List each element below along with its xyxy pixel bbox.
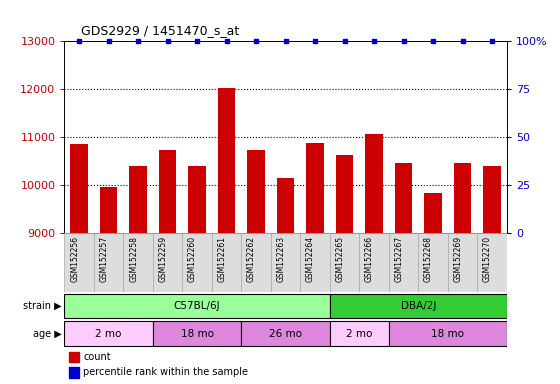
Text: 18 mo: 18 mo [431, 329, 464, 339]
Point [428, 38, 437, 44]
Bar [448, 233, 477, 292]
Bar [477, 233, 507, 292]
Bar [365, 134, 383, 233]
Point [488, 38, 497, 44]
Bar [424, 193, 442, 233]
Text: GDS2929 / 1451470_s_at: GDS2929 / 1451470_s_at [81, 24, 240, 37]
Text: GSM152260: GSM152260 [188, 236, 197, 282]
Text: GSM152269: GSM152269 [454, 236, 463, 282]
Text: GSM152262: GSM152262 [247, 236, 256, 282]
Bar [330, 233, 360, 292]
Bar [64, 321, 153, 346]
Point [163, 38, 172, 44]
Point [74, 38, 83, 44]
Point [340, 38, 349, 44]
Point [458, 38, 467, 44]
Bar [129, 167, 147, 233]
Bar [306, 143, 324, 233]
Bar [336, 155, 353, 233]
Point [193, 38, 202, 44]
Bar [360, 233, 389, 292]
Point [281, 38, 290, 44]
Bar [389, 321, 507, 346]
Bar [64, 233, 94, 292]
Bar [71, 144, 88, 233]
Bar [64, 294, 330, 318]
Bar [418, 233, 448, 292]
Point [370, 38, 379, 44]
Bar [212, 233, 241, 292]
Text: GSM152264: GSM152264 [306, 236, 315, 282]
Text: 2 mo: 2 mo [346, 329, 372, 339]
Text: GSM152259: GSM152259 [158, 236, 167, 282]
Point [134, 38, 143, 44]
Bar [188, 167, 206, 233]
Text: GSM152258: GSM152258 [129, 236, 138, 282]
Text: percentile rank within the sample: percentile rank within the sample [83, 367, 249, 377]
Point [222, 38, 231, 44]
Text: GSM152256: GSM152256 [70, 236, 79, 282]
Text: age ▶: age ▶ [33, 329, 62, 339]
Bar [277, 177, 295, 233]
Text: GSM152265: GSM152265 [335, 236, 344, 282]
Bar [123, 233, 153, 292]
Text: 18 mo: 18 mo [181, 329, 213, 339]
Bar [248, 150, 265, 233]
Bar [94, 233, 123, 292]
Text: DBA/2J: DBA/2J [400, 301, 436, 311]
Bar [241, 233, 271, 292]
Text: GSM152257: GSM152257 [100, 236, 109, 282]
Text: C57BL/6J: C57BL/6J [174, 301, 221, 311]
Bar [330, 321, 389, 346]
Point [311, 38, 320, 44]
Text: 2 mo: 2 mo [95, 329, 122, 339]
Bar [271, 233, 300, 292]
Text: strain ▶: strain ▶ [23, 301, 62, 311]
Text: GSM152267: GSM152267 [395, 236, 404, 282]
Text: GSM152263: GSM152263 [277, 236, 286, 282]
Bar [183, 233, 212, 292]
Bar [454, 163, 472, 233]
Bar [483, 167, 501, 233]
Bar [153, 321, 241, 346]
Bar [300, 233, 330, 292]
Text: GSM152268: GSM152268 [424, 236, 433, 282]
Bar [241, 321, 330, 346]
Bar [153, 233, 183, 292]
Bar [69, 367, 78, 377]
Point [104, 38, 113, 44]
Text: count: count [83, 352, 111, 362]
Bar [389, 233, 418, 292]
Bar [100, 187, 118, 233]
Text: GSM152270: GSM152270 [483, 236, 492, 282]
Bar [218, 88, 235, 233]
Point [251, 38, 260, 44]
Bar [159, 150, 176, 233]
Text: 26 mo: 26 mo [269, 329, 302, 339]
Bar [330, 294, 507, 318]
Point [399, 38, 408, 44]
Bar [395, 163, 412, 233]
Text: GSM152261: GSM152261 [218, 236, 227, 282]
Text: GSM152266: GSM152266 [365, 236, 374, 282]
Bar [69, 352, 78, 362]
